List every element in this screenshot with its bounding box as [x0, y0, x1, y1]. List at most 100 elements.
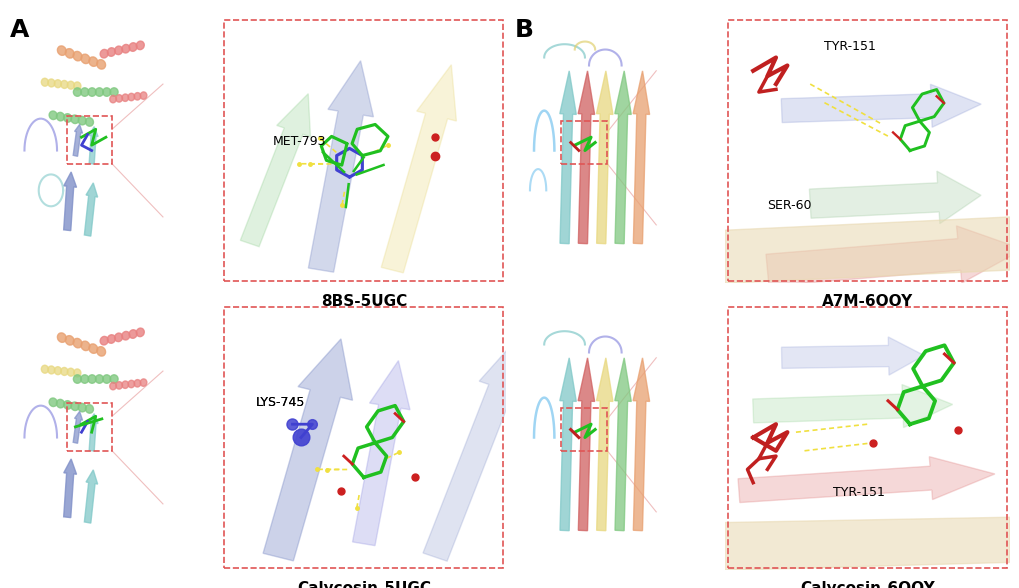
- Bar: [560, 408, 606, 451]
- Ellipse shape: [128, 93, 135, 101]
- Ellipse shape: [116, 382, 122, 389]
- Text: LYS-745: LYS-745: [255, 396, 305, 409]
- FancyArrow shape: [765, 226, 1019, 286]
- Ellipse shape: [114, 46, 122, 55]
- Text: LYS-745: LYS-745: [255, 396, 305, 409]
- Ellipse shape: [63, 113, 71, 122]
- Ellipse shape: [114, 333, 122, 342]
- Ellipse shape: [73, 51, 82, 61]
- Text: SER-60: SER-60: [766, 199, 811, 212]
- Ellipse shape: [96, 88, 103, 96]
- FancyArrow shape: [809, 171, 980, 223]
- Ellipse shape: [97, 59, 106, 69]
- Ellipse shape: [78, 116, 87, 125]
- Ellipse shape: [122, 381, 128, 389]
- Text: B: B: [515, 18, 534, 42]
- Ellipse shape: [103, 375, 111, 383]
- FancyArrow shape: [752, 385, 952, 427]
- Ellipse shape: [48, 366, 55, 374]
- Ellipse shape: [137, 41, 144, 49]
- Ellipse shape: [81, 341, 90, 350]
- Text: TYR-151: TYR-151: [823, 39, 875, 52]
- FancyArrow shape: [596, 358, 612, 531]
- Ellipse shape: [121, 45, 129, 53]
- Ellipse shape: [86, 118, 94, 126]
- Text: Calycosin-5UGC: Calycosin-5UGC: [297, 581, 430, 588]
- FancyArrow shape: [559, 358, 576, 531]
- Ellipse shape: [140, 379, 147, 386]
- FancyArrow shape: [633, 71, 649, 243]
- Ellipse shape: [137, 328, 144, 337]
- FancyArrow shape: [89, 414, 98, 451]
- Ellipse shape: [88, 88, 96, 96]
- Text: Calycosin-6OOY: Calycosin-6OOY: [799, 581, 933, 588]
- Text: MET-793: MET-793: [272, 135, 326, 148]
- Ellipse shape: [73, 88, 82, 96]
- FancyArrow shape: [381, 65, 455, 273]
- Ellipse shape: [97, 347, 106, 356]
- Ellipse shape: [63, 400, 71, 409]
- Ellipse shape: [57, 46, 66, 55]
- Ellipse shape: [89, 57, 98, 66]
- FancyArrow shape: [89, 127, 98, 164]
- Bar: [67, 116, 112, 164]
- Bar: [560, 121, 606, 164]
- FancyArrow shape: [73, 412, 83, 443]
- FancyArrow shape: [263, 339, 353, 561]
- FancyArrow shape: [423, 332, 523, 561]
- Ellipse shape: [61, 368, 68, 375]
- Ellipse shape: [56, 399, 64, 408]
- FancyArrow shape: [240, 93, 310, 247]
- Ellipse shape: [57, 333, 66, 342]
- FancyArrow shape: [85, 183, 98, 236]
- Ellipse shape: [49, 111, 57, 119]
- Ellipse shape: [86, 405, 94, 413]
- Ellipse shape: [61, 81, 68, 88]
- Ellipse shape: [96, 375, 103, 383]
- FancyArrow shape: [614, 71, 631, 243]
- Text: 8BS-5UGC: 8BS-5UGC: [320, 294, 407, 309]
- Ellipse shape: [129, 43, 137, 51]
- Ellipse shape: [41, 365, 49, 373]
- Text: A: A: [10, 18, 30, 42]
- Bar: [67, 403, 112, 451]
- Ellipse shape: [116, 95, 122, 102]
- Ellipse shape: [67, 81, 74, 89]
- Ellipse shape: [100, 336, 108, 345]
- Ellipse shape: [54, 80, 61, 88]
- Ellipse shape: [122, 94, 128, 102]
- Ellipse shape: [133, 380, 141, 387]
- Ellipse shape: [89, 344, 98, 353]
- Ellipse shape: [73, 369, 81, 377]
- Ellipse shape: [71, 402, 78, 410]
- Ellipse shape: [88, 375, 96, 383]
- Ellipse shape: [54, 367, 61, 375]
- FancyArrow shape: [614, 358, 631, 531]
- Ellipse shape: [100, 49, 108, 58]
- Text: TYR-151: TYR-151: [833, 486, 884, 499]
- Ellipse shape: [110, 88, 118, 96]
- FancyArrow shape: [85, 470, 98, 523]
- Ellipse shape: [49, 398, 57, 406]
- Ellipse shape: [67, 368, 74, 376]
- Ellipse shape: [110, 95, 116, 103]
- FancyArrow shape: [63, 459, 76, 517]
- FancyArrow shape: [353, 360, 410, 546]
- Ellipse shape: [140, 92, 147, 99]
- Ellipse shape: [48, 79, 55, 87]
- Ellipse shape: [73, 375, 82, 383]
- Ellipse shape: [107, 335, 115, 343]
- Ellipse shape: [73, 338, 82, 348]
- Ellipse shape: [110, 375, 118, 383]
- Ellipse shape: [73, 82, 81, 90]
- Ellipse shape: [129, 330, 137, 338]
- Ellipse shape: [81, 54, 90, 64]
- FancyArrow shape: [596, 71, 612, 243]
- FancyArrow shape: [781, 84, 980, 127]
- FancyArrow shape: [308, 61, 373, 272]
- FancyArrow shape: [578, 71, 594, 243]
- Ellipse shape: [78, 403, 87, 412]
- FancyArrow shape: [73, 125, 83, 156]
- Ellipse shape: [107, 48, 115, 56]
- Ellipse shape: [65, 336, 74, 345]
